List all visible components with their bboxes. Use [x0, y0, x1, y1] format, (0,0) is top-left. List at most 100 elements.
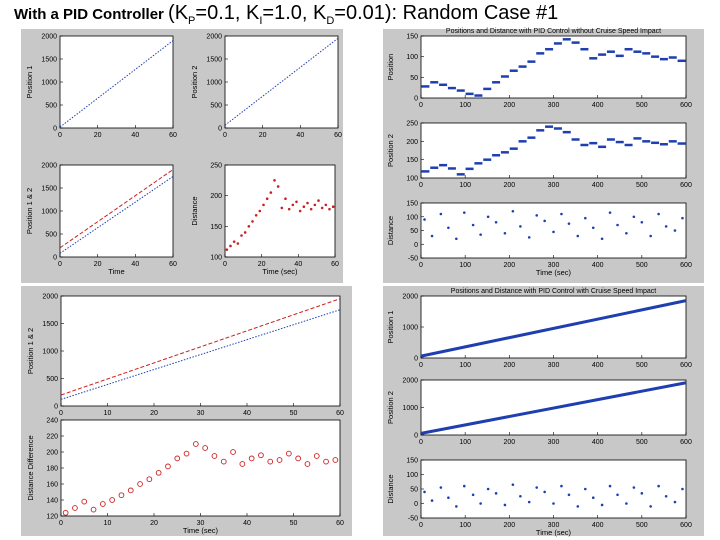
data-point	[625, 502, 628, 505]
x-tick-label: 200	[503, 522, 515, 529]
x-tick-label: 20	[258, 261, 266, 268]
y-tick-label: 500	[45, 103, 57, 110]
x-tick-label: 0	[419, 522, 423, 529]
data-point	[567, 222, 571, 225]
title-params-i: =1.0, K	[262, 2, 327, 24]
data-point	[165, 463, 171, 470]
y-tick-label: 0	[414, 433, 418, 440]
x-tick-label: 20	[150, 520, 158, 527]
x-tick-label: 300	[548, 522, 560, 529]
y-tick-label: 200	[406, 139, 418, 146]
data-point	[254, 213, 258, 217]
data-point	[552, 230, 555, 234]
title-params: (KP=0.1, KI=1.0, KD=0.01): Random Case #…	[168, 2, 558, 27]
y-axis-label: Distance Difference	[26, 435, 35, 500]
y-tick-label: 140	[46, 498, 58, 505]
x-tick-label: 300	[548, 182, 560, 189]
x-tick-label: 0	[223, 261, 227, 268]
data-point	[664, 494, 668, 498]
data-point	[616, 223, 619, 227]
data-point	[486, 487, 490, 491]
data-point	[479, 233, 482, 236]
y-tick-label: 1000	[402, 405, 418, 412]
data-point	[479, 502, 482, 505]
data-point	[211, 453, 218, 459]
data-point	[673, 229, 677, 232]
x-tick-label: 0	[59, 410, 63, 417]
subplot-2: 0 20 40 60 0 500 1000 1500 2000 Position 2	[190, 34, 342, 140]
data-point	[72, 505, 78, 511]
x-tick-label: 400	[592, 522, 604, 529]
data-point	[265, 197, 269, 201]
data-point	[455, 237, 458, 241]
y-tick-label: 150	[406, 34, 418, 41]
y-tick-label: 250	[210, 163, 222, 170]
data-point	[591, 226, 595, 230]
subplot-4: 0 20 40 60 100 150 200 250 Time (sec) Distance	[190, 163, 339, 277]
data-point	[455, 505, 458, 508]
data-point	[560, 212, 563, 216]
plot-area	[420, 122, 687, 179]
x-tick-label: 40	[296, 132, 304, 139]
series-2	[60, 309, 341, 400]
x-tick-label: 20	[150, 410, 158, 417]
x-tick-label: 500	[636, 522, 648, 529]
data-point	[503, 231, 507, 235]
data-point	[284, 197, 287, 201]
plot-area	[420, 202, 687, 259]
x-tick-label: 600	[680, 439, 692, 446]
y-tick-label: 1000	[41, 80, 57, 87]
data-point	[291, 203, 295, 207]
series-1	[421, 38, 686, 97]
data-point	[423, 218, 426, 221]
data-point	[591, 496, 595, 500]
x-tick-label: 400	[592, 182, 604, 189]
series-1	[421, 125, 686, 176]
y-axis-label: Position 1 & 2	[25, 188, 34, 234]
x-tick-label: 0	[58, 261, 62, 268]
data-point	[486, 215, 490, 219]
y-tick-label: 150	[406, 458, 418, 465]
x-tick-label: 200	[503, 182, 515, 189]
x-tick-label: 500	[636, 102, 648, 109]
data-point	[239, 461, 246, 467]
data-point	[640, 220, 644, 224]
x-tick-label: 10	[104, 520, 112, 527]
x-tick-label: 600	[680, 262, 692, 269]
data-point	[471, 223, 475, 227]
y-tick-label: 0	[218, 126, 222, 133]
data-point	[439, 212, 443, 216]
y-tick-label: 500	[210, 103, 222, 110]
data-point	[183, 450, 190, 457]
y-axis-label: Position	[386, 54, 395, 81]
x-tick-label: 300	[548, 439, 560, 446]
data-point	[462, 484, 466, 488]
data-point	[673, 500, 677, 504]
data-point	[535, 214, 539, 217]
data-point	[328, 207, 331, 211]
data-point	[430, 499, 434, 502]
x-tick-label: 300	[548, 102, 560, 109]
data-point	[527, 500, 531, 504]
x-tick-label: 30	[197, 410, 205, 417]
data-point	[220, 458, 227, 465]
data-point	[313, 203, 317, 207]
series-1	[62, 441, 339, 516]
series-line	[420, 381, 687, 435]
data-point	[576, 505, 580, 508]
y-tick-label: 0	[53, 126, 57, 133]
title-main: With a PID Controller	[14, 6, 169, 23]
x-tick-label: 400	[592, 102, 604, 109]
y-tick-label: 500	[45, 232, 57, 239]
data-point	[306, 201, 309, 205]
x-tick-label: 200	[503, 102, 515, 109]
data-point	[519, 225, 522, 228]
x-tick-label: 60	[334, 132, 342, 139]
x-tick-label: 100	[459, 102, 471, 109]
data-point	[81, 498, 88, 505]
data-point	[657, 212, 660, 216]
x-tick-label: 300	[548, 262, 560, 269]
data-point	[600, 237, 604, 241]
data-point	[317, 199, 320, 202]
